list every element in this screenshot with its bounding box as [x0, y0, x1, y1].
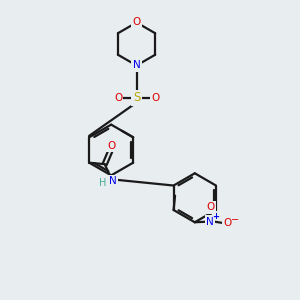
Text: O: O [151, 93, 159, 103]
Text: H: H [99, 178, 106, 188]
Text: O: O [132, 17, 141, 28]
Text: N: N [109, 176, 117, 186]
Text: O: O [107, 141, 116, 151]
Text: O: O [114, 93, 122, 103]
Text: O: O [207, 202, 215, 212]
Text: N: N [206, 217, 214, 227]
Text: −: − [231, 214, 239, 225]
Text: S: S [133, 91, 140, 104]
Text: N: N [133, 61, 140, 70]
Text: +: + [212, 212, 219, 221]
Text: O: O [224, 218, 232, 228]
